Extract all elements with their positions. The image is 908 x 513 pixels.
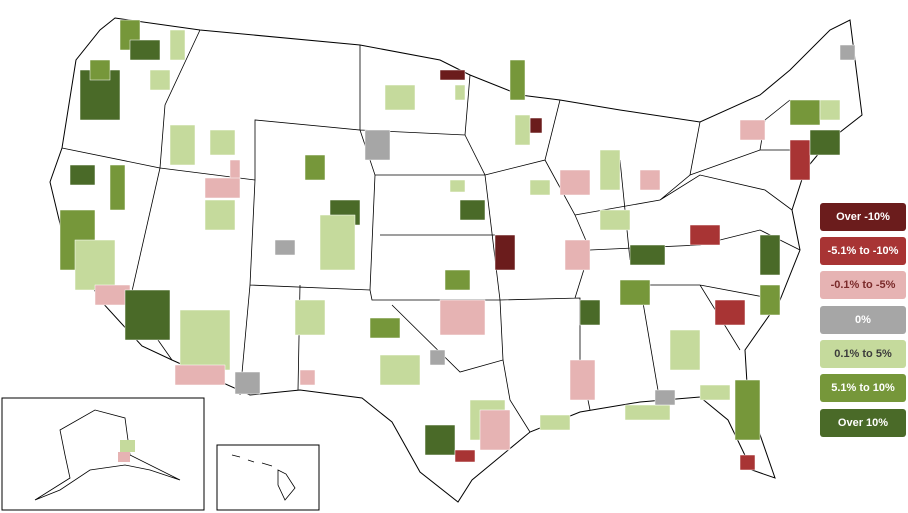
metro-area: [424, 424, 456, 456]
metro-area: [74, 239, 116, 291]
metro-area: [204, 177, 241, 199]
metro-area: [229, 159, 241, 181]
metro-area: [564, 239, 591, 271]
metro-area: [304, 154, 326, 181]
alaska-shape: [34, 409, 181, 501]
metro-area: [654, 389, 676, 406]
metro-area: [599, 209, 631, 231]
metro-area: [714, 299, 746, 326]
metro-area: [109, 164, 126, 211]
metro-area: [809, 129, 841, 156]
metro-area: [494, 234, 516, 271]
metro-area: [529, 117, 543, 134]
metro-area: [69, 164, 96, 186]
metro-area: [819, 99, 841, 121]
metro-area: [629, 244, 666, 266]
metro-area: [169, 124, 196, 166]
metro-area: [759, 234, 781, 276]
metro-area: [294, 299, 326, 336]
metro-area: [89, 59, 111, 81]
metro-area: [439, 69, 466, 81]
metro-area: [739, 454, 756, 471]
metro-area: [449, 179, 466, 193]
metro-area: [384, 84, 416, 111]
metro-area: [120, 440, 135, 452]
metro-area: [369, 317, 401, 339]
metro-area: [619, 279, 651, 306]
legend-item: Over 10%: [820, 409, 906, 437]
metro-area: [579, 299, 601, 326]
metro-area: [454, 84, 466, 101]
metro-area: [599, 149, 621, 191]
metro-area: [429, 349, 446, 366]
legend-item: Over -10%: [820, 203, 906, 231]
metro-area: [274, 239, 296, 256]
metro-area: [789, 139, 811, 181]
metro-area: [439, 299, 486, 336]
metro-area: [129, 39, 161, 61]
metro-area: [479, 409, 511, 451]
metro-area: [669, 329, 701, 371]
metro-area: [364, 129, 391, 161]
legend-item: 0.1% to 5%: [820, 340, 906, 368]
metro-area: [118, 452, 130, 462]
metro-area: [624, 404, 671, 421]
metro-area: [179, 309, 231, 371]
metro-area: [234, 371, 261, 395]
metro-area: [734, 379, 761, 441]
metro-area: [559, 169, 591, 196]
metro-area: [319, 214, 356, 271]
metro-area: [529, 179, 551, 196]
metro-area: [514, 114, 531, 146]
metro-area: [759, 284, 781, 316]
metro-area: [299, 369, 316, 386]
metro-area: [509, 59, 526, 101]
metro-area: [839, 44, 856, 61]
metro-area: [639, 169, 661, 191]
legend-item: -0.1% to -5%: [820, 271, 906, 299]
metro-area: [209, 129, 236, 156]
metro-area: [444, 269, 471, 291]
legend-item: -5.1% to -10%: [820, 237, 906, 265]
metro-area: [739, 119, 766, 141]
metro-area: [174, 364, 226, 386]
legend-item: 0%: [820, 306, 906, 334]
metro-area: [699, 384, 731, 401]
metro-area: [689, 224, 721, 246]
metro-area: [454, 449, 476, 463]
hawaii-shape: [231, 454, 296, 501]
metro-area: [124, 289, 171, 341]
metro-area: [459, 199, 486, 221]
metro-area: [169, 29, 186, 61]
metro-area: [204, 199, 236, 231]
metro-area: [539, 414, 571, 431]
metro-area: [149, 69, 171, 91]
metro-area: [789, 99, 821, 126]
metro-area: [379, 354, 421, 386]
metro-area: [569, 359, 596, 401]
legend-item: 5.1% to 10%: [820, 374, 906, 402]
